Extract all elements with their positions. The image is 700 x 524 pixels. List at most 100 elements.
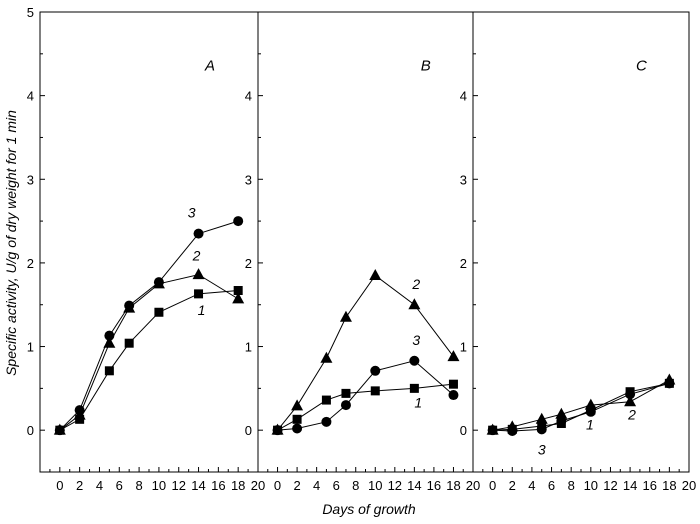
y-tick-label: 3	[245, 172, 252, 187]
series-number-label: 3	[412, 332, 420, 348]
x-tick-label: 20	[251, 478, 265, 493]
y-tick-label: 5	[27, 5, 34, 20]
data-point-circle	[556, 415, 567, 426]
x-tick-label: 6	[548, 478, 555, 493]
data-point-circle	[625, 389, 636, 400]
panel-label: C	[636, 58, 647, 75]
x-tick-label: 16	[211, 478, 225, 493]
x-tick-label: 12	[603, 478, 617, 493]
y-tick-label: 4	[245, 89, 252, 104]
x-tick-label: 0	[489, 478, 496, 493]
y-axis-title-group: Specific activity, U/g of dry weight for…	[3, 110, 19, 376]
data-point-square	[104, 366, 114, 376]
x-tick-label: 0	[56, 478, 63, 493]
x-tick-label: 16	[427, 478, 441, 493]
x-tick-label: 6	[333, 478, 340, 493]
series-number-label: 1	[414, 395, 422, 411]
x-tick-label: 14	[407, 478, 421, 493]
data-point-triangle	[192, 268, 205, 280]
data-point-circle	[370, 365, 381, 376]
y-tick-label: 0	[460, 423, 467, 438]
x-tick-label: 10	[584, 478, 598, 493]
series-3	[54, 216, 244, 436]
series-number-label: 3	[188, 205, 196, 221]
data-point-circle	[292, 423, 303, 434]
x-tick-label: 2	[293, 478, 300, 493]
data-point-circle	[321, 416, 332, 427]
x-tick-label: 20	[466, 478, 480, 493]
data-point-square	[370, 386, 380, 396]
y-tick-label: 1	[460, 340, 467, 355]
data-point-circle	[193, 228, 204, 239]
x-tick-label: 2	[76, 478, 83, 493]
x-tick-label: 0	[274, 478, 281, 493]
data-point-triangle	[447, 350, 460, 362]
panel-label: A	[204, 58, 215, 75]
x-tick-label: 20	[682, 478, 696, 493]
data-point-square	[292, 414, 302, 424]
data-point-circle	[74, 405, 85, 416]
data-point-triangle	[339, 310, 352, 322]
data-point-circle	[448, 390, 459, 401]
data-point-circle	[409, 355, 420, 366]
y-tick-label: 1	[27, 340, 34, 355]
data-point-circle	[340, 400, 351, 411]
y-tick-label: 0	[245, 423, 252, 438]
data-point-triangle	[535, 412, 548, 424]
series-number-label: 3	[538, 441, 546, 457]
data-point-circle	[233, 216, 244, 227]
data-point-circle	[487, 425, 498, 436]
x-tick-label: 10	[368, 478, 382, 493]
x-tick-label: 18	[231, 478, 245, 493]
x-tick-label: 16	[642, 478, 656, 493]
data-point-triangle	[624, 395, 637, 407]
y-tick-label: 4	[27, 89, 34, 104]
data-point-triangle	[369, 268, 382, 280]
data-point-circle	[54, 425, 65, 436]
data-point-circle	[272, 425, 283, 436]
data-point-triangle	[103, 336, 116, 348]
panel-label: B	[421, 58, 431, 75]
y-tick-label: 0	[27, 423, 34, 438]
x-tick-label: 8	[135, 478, 142, 493]
y-tick-label: 4	[460, 89, 467, 104]
series-number-label: 2	[411, 276, 420, 292]
data-point-square	[124, 338, 134, 348]
x-tick-label: 12	[388, 478, 402, 493]
x-tick-label: 14	[191, 478, 205, 493]
x-tick-label: 18	[662, 478, 676, 493]
series-number-label: 1	[586, 416, 594, 432]
data-point-circle	[664, 378, 675, 389]
data-point-triangle	[584, 398, 597, 410]
series-number-label: 2	[627, 406, 636, 422]
data-point-triangle	[320, 351, 333, 363]
data-point-circle	[507, 426, 518, 437]
data-point-square	[341, 388, 351, 398]
series-number-label: 1	[198, 302, 206, 318]
x-tick-label: 4	[528, 478, 535, 493]
data-point-square	[409, 383, 419, 393]
x-tick-label: 12	[171, 478, 185, 493]
data-point-circle	[104, 330, 115, 341]
y-tick-label: 3	[27, 172, 34, 187]
x-tick-label: 8	[568, 478, 575, 493]
y-tick-label: 2	[245, 256, 252, 271]
y-tick-label: 2	[460, 256, 467, 271]
data-point-triangle	[291, 399, 304, 411]
x-tick-label: 2	[509, 478, 516, 493]
data-point-circle	[124, 300, 135, 311]
y-axis-title: Specific activity, U/g of dry weight for…	[3, 110, 19, 376]
x-axis-title: Days of growth	[322, 501, 416, 517]
data-point-triangle	[232, 292, 245, 304]
data-point-square	[154, 307, 164, 317]
x-tick-label: 6	[116, 478, 123, 493]
data-point-circle	[585, 406, 596, 417]
y-tick-label: 2	[27, 256, 34, 271]
x-tick-label: 14	[623, 478, 637, 493]
data-point-square	[233, 286, 243, 296]
data-point-triangle	[555, 407, 568, 419]
